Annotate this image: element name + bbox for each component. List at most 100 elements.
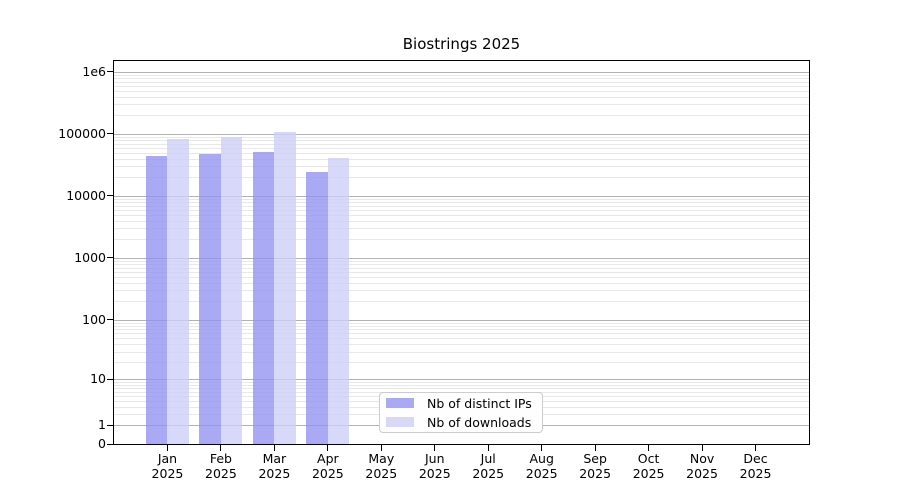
gridline-minor: [114, 329, 809, 331]
y-tick-label-10: 10: [90, 371, 106, 387]
gridline-minor: [114, 351, 809, 353]
gridline-minor: [114, 338, 809, 340]
x-tick-label-apr-2025: Apr 2025: [311, 451, 344, 481]
x-tick-label-dec-2025: Dec 2025: [739, 451, 772, 481]
gridline-major: [114, 133, 809, 135]
x-tick-mark-dec-2025: [755, 445, 757, 451]
gridline-minor: [114, 239, 809, 241]
gridline-minor: [114, 136, 809, 138]
bar-ips-apr-2025: [306, 172, 328, 444]
x-tick-label-oct-2025: Oct 2025: [632, 451, 665, 481]
gridline-minor: [114, 198, 809, 200]
plot-area: [113, 60, 810, 445]
bar-downloads-mar-2025: [274, 132, 296, 444]
x-tick-label-mar-2025: Mar 2025: [258, 451, 291, 481]
x-tick-mark-oct-2025: [648, 445, 650, 451]
gridline-minor: [114, 220, 809, 222]
y-tick-mark-1e6: [107, 71, 113, 73]
y-tick-label-0: 0: [98, 436, 106, 451]
x-tick-mark-nov-2025: [701, 445, 703, 451]
gridline-minor: [114, 344, 809, 345]
x-tick-mark-jun-2025: [434, 445, 436, 451]
gridline-minor: [114, 384, 809, 386]
gridline-minor: [114, 322, 809, 324]
gridline-minor: [114, 158, 809, 160]
gridline-minor: [114, 115, 809, 117]
x-tick-label-feb-2025: Feb 2025: [205, 451, 237, 481]
gridline-minor: [114, 388, 809, 389]
y-tick-label-100: 100: [82, 311, 106, 327]
x-tick-label-jun-2025: Jun 2025: [418, 451, 451, 481]
y-tick-mark-0: [107, 443, 113, 445]
gridline-minor: [114, 290, 809, 292]
y-tick-mark-100: [107, 319, 113, 321]
gridline-minor: [114, 362, 809, 364]
gridline-minor: [114, 276, 809, 278]
legend-item-distinct-ips: Nb of distinct IPs: [386, 396, 542, 411]
gridline-minor: [114, 202, 809, 203]
gridline-major: [114, 319, 809, 321]
gridline-minor: [114, 301, 809, 303]
gridline-minor: [114, 205, 809, 207]
legend-item-downloads: Nb of downloads: [386, 415, 542, 430]
x-tick-label-sep-2025: Sep 2025: [579, 451, 612, 481]
y-tick-label-1: 1: [98, 417, 106, 433]
gridline-minor: [114, 333, 809, 335]
legend-swatch-distinct-ips: [386, 398, 414, 408]
gridline-minor: [114, 78, 809, 79]
bar-downloads-feb-2025: [220, 136, 243, 444]
gridline-minor: [114, 228, 809, 230]
x-tick-mark-apr-2025: [327, 445, 329, 451]
x-tick-mark-jan-2025: [166, 445, 168, 451]
gridline-minor: [114, 85, 809, 87]
y-tick-label-1e6: 1e6: [82, 63, 106, 79]
y-tick-label-1000: 1000: [74, 249, 106, 265]
bar-ips-feb-2025: [199, 153, 221, 444]
gridline-minor: [114, 260, 809, 262]
gridline-minor: [114, 104, 809, 106]
gridline-minor: [114, 382, 809, 383]
gridline-minor: [114, 147, 809, 149]
gridline-minor: [114, 209, 809, 211]
bar-ips-jan-2025: [145, 155, 168, 444]
bar-downloads-apr-2025: [327, 158, 350, 444]
gridline-major: [114, 379, 809, 381]
y-tick-mark-10000: [107, 195, 113, 197]
gridline-minor: [114, 81, 809, 83]
x-tick-mark-feb-2025: [220, 445, 222, 451]
x-tick-label-aug-2025: Aug 2025: [525, 451, 558, 481]
y-tick-mark-100000: [107, 133, 113, 135]
gridline-minor: [114, 177, 809, 179]
x-tick-label-nov-2025: Nov 2025: [686, 451, 718, 481]
x-tick-mark-aug-2025: [541, 445, 543, 451]
y-tick-mark-1: [107, 424, 113, 426]
x-tick-mark-may-2025: [380, 445, 382, 451]
y-tick-label-100000: 100000: [58, 125, 106, 141]
gridline-minor: [114, 140, 809, 141]
x-tick-label-jul-2025: Jul 2025: [472, 451, 505, 481]
x-tick-mark-sep-2025: [594, 445, 596, 451]
chart-title: Biostrings 2025: [402, 35, 521, 53]
gridline-major: [114, 195, 809, 197]
gridline-major: [114, 257, 809, 259]
gridline-minor: [114, 74, 809, 76]
legend-label-distinct-ips: Nb of distinct IPs: [427, 395, 532, 411]
y-tick-label-10000: 10000: [66, 187, 106, 203]
gridline-minor: [114, 96, 809, 98]
gridline-minor: [114, 325, 809, 327]
x-tick-mark-jul-2025: [487, 445, 489, 451]
gridline-minor: [114, 152, 809, 154]
x-tick-label-jan-2025: Jan 2025: [151, 451, 184, 481]
y-tick-mark-10: [107, 378, 113, 380]
legend: Nb of distinct IPs Nb of downloads: [379, 392, 543, 433]
gridline-minor: [114, 166, 809, 168]
bar-ips-mar-2025: [252, 151, 275, 444]
gridline-minor: [114, 271, 809, 273]
legend-swatch-downloads: [386, 417, 414, 427]
bar-downloads-jan-2025: [167, 139, 189, 444]
x-tick-label-may-2025: May 2025: [365, 451, 398, 481]
gridline-minor: [114, 143, 809, 145]
y-tick-mark-1000: [107, 257, 113, 259]
gridline-major: [114, 71, 809, 73]
gridline-minor: [114, 214, 809, 216]
